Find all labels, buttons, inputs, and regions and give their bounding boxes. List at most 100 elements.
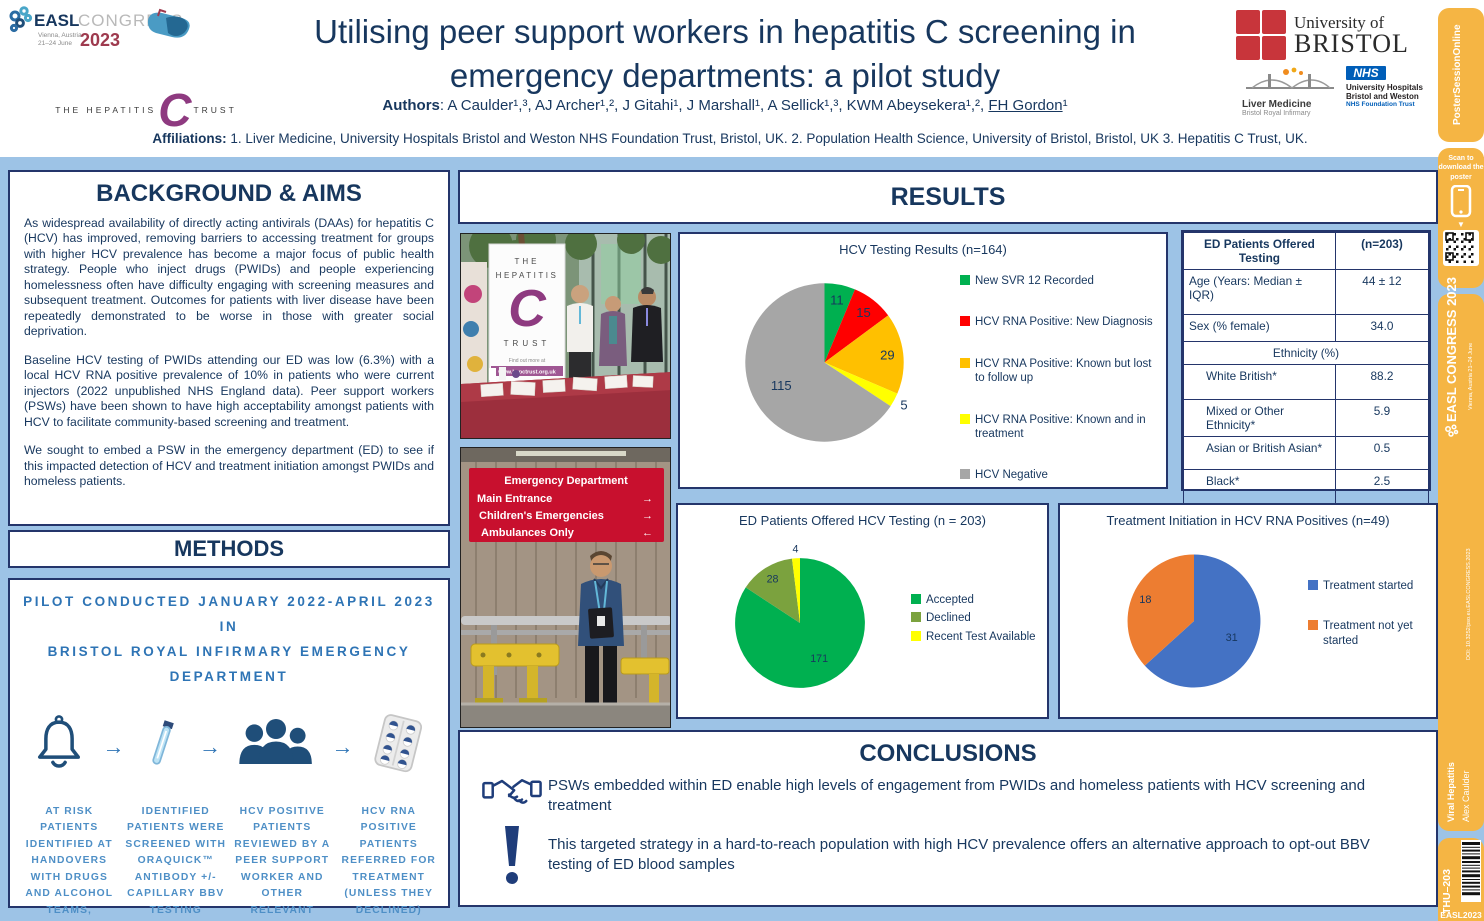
legend-label: HCV Negative [975,469,1048,482]
easl-dots-icon [1445,424,1459,437]
bristol-line1: University of [1294,12,1385,32]
legend-item: HCV RNA Positive: Known and in treatment [960,413,1158,442]
legend-swatch [911,630,921,641]
testing-offered-chart: ED Patients Offered HCV Testing (n = 203… [676,503,1049,719]
pie-value-label: 15 [856,305,871,320]
row-label: Mixed or Other Ethnicity* [1183,399,1336,437]
pie-chart: 11 15 29 5 115 [722,260,927,465]
pie-value-label: 29 [880,347,895,362]
row-label: Age (Years: Median ± IQR) [1183,269,1336,315]
doi-label: DOI: 10.3252/pso.eu.EASLCONGRESS.2023 [1466,548,1472,660]
legend-swatch [960,275,970,285]
legend-label: Treatment started [1323,580,1414,592]
pie-chart: 171 28 4 [716,539,884,707]
legend-item: New SVR 12 Recorded [960,274,1158,288]
authors-names: : A Caulder¹,³, AJ Archer¹,², J Gitahi¹,… [439,97,989,114]
pie-slice [1144,554,1261,688]
down-arrow-icon: ▼ [1457,220,1465,230]
chart-legend: New SVR 12 Recorded HCV RNA Positive: New… [960,274,1158,483]
pilot-line-2: BRISTOL ROYAL INFIRMARY EMERGENCY DEPART… [47,643,411,684]
affiliations-line: Affiliations: 1. Liver Medicine, Univers… [90,131,1370,146]
row-value: 44 ± 12 [1334,269,1430,315]
legend-item: HCV RNA Positive: New Diagnosis [960,315,1158,329]
pilot-line-1: PILOT CONDUCTED JANUARY 2022-APRIL 2023 … [23,594,435,634]
easl-sidebar-year: 2023 [1444,277,1459,306]
presenter-label: Alex Caulder [1461,770,1471,822]
row-label: White British* [1183,364,1336,400]
banner-url: www.hepctrust.org.uk [497,370,556,376]
poster-number: THU–203 [1441,869,1453,914]
poster-title: Utilising peer support workers in hepati… [250,10,1200,97]
university-of-bristol-logo: University of BRISTOL [1236,6,1432,64]
banner-line1: THE [515,257,540,266]
legend-item: Treatment started [1308,579,1430,593]
authors-line: Authors: A Caulder¹,³, AJ Archer¹,², J G… [250,97,1200,114]
barcode-icon [1461,840,1481,902]
row-value: 5.9 [1334,399,1430,437]
authors-sup: ¹ [1062,97,1068,114]
scan-line3: poster [1450,173,1472,181]
hct-c-mark: C [158,84,192,136]
legend-swatch [1308,580,1318,590]
methods-heading-box: METHODS [8,530,450,568]
arrow-right-icon: → [102,733,125,759]
easl-year: 2023 [80,30,120,50]
pie-chart: 31 18 [1108,535,1280,707]
affiliations-label: Affiliations: [152,131,227,146]
legend-item: Accepted [911,593,1043,607]
chart-title: Treatment Initiation in HCV RNA Positive… [1106,513,1390,528]
postersessiononline-label: PosterSessionOnline [1452,24,1463,126]
legend-item: Treatment not yet started [1308,619,1430,648]
affiliations-text: 1. Liver Medicine, University Hospitals … [226,131,1308,146]
table-row: White British* 88.2 [1183,364,1430,400]
legend-item: HCV Negative [960,468,1158,482]
legend-swatch [960,316,970,327]
liver-medicine-line2: Bristol Royal Infirmary [1242,110,1311,117]
method-step-2-caption: IDENTIFIED PATIENTS WERE SCREENED WITH O… [125,805,227,916]
authors-label: Authors [382,97,440,114]
methods-icon-row: → → → [16,704,442,790]
method-step-1-caption: AT RISK PATIENTS IDENTIFIED AT HANDOVERS… [25,805,114,916]
nhs-line2: Bristol and Weston [1346,92,1419,102]
background-paragraph-3: We sought to embed a PSW in the emergenc… [24,443,434,489]
banner-c-mark: C [508,280,547,338]
legend-label: Treatment not yet started [1323,620,1413,647]
nhs-line3: NHS Foundation Trust [1346,101,1415,109]
title-line-1: Utilising peer support workers in hepati… [314,13,1136,50]
yellow-barrier [470,643,670,704]
legend-swatch [911,594,921,604]
easl-dates: 21–24 June [38,40,72,47]
pills-icon [369,713,427,780]
postersessiononline-badge: PosterSessionOnline [1438,8,1484,142]
exclamation-icon [476,824,548,886]
pie-value-label: 31 [1226,632,1238,644]
results-heading-box: RESULTS [458,170,1438,224]
nhs-trust-logo: NHS University Hospitals Bristol and Wes… [1346,66,1456,124]
bell-icon [31,713,87,780]
legend-label: Accepted [926,594,974,606]
hct-post: TRUST [193,105,237,115]
phone-icon [1450,185,1472,218]
hcv-testing-results-chart: HCV Testing Results (n=164) 11 15 29 5 115 N… [678,232,1168,489]
conclusion-point-1: PSWs embedded within ED enable high leve… [476,774,1420,818]
arrow-right-icon: → [331,733,354,759]
table-header-n: (n=203) [1334,232,1430,270]
legend-swatch [1308,620,1318,631]
easl-dots-icon [9,6,33,33]
background-paragraph-2: Baseline HCV testing of PWIDs attending … [24,352,434,429]
easl-sidebar-venue: Vienna, Austria 21–24 June [1468,342,1474,410]
results-heading: RESULTS [890,182,1006,211]
poster-number-badge: THU–203 EASL2023 [1438,838,1484,921]
nhs-line1: University Hospitals [1346,83,1423,92]
people-icon [236,716,316,777]
legend-label: Recent Test Available [926,630,1036,643]
hepatitis-c-trust-logo: THE HEPATITIS C TRUST [46,64,246,136]
peer-support-worker [578,551,624,711]
ed-sign-title: Emergency Department [504,475,628,487]
table-header-row: ED Patients Offered Testing (n=203) [1183,232,1430,270]
ceiling-light [516,451,626,456]
easl-sidebar-line: EASL CONGRESS [1444,309,1459,422]
arrow-right-icon: → [642,493,653,505]
bristol-crest-icon [1236,10,1286,60]
